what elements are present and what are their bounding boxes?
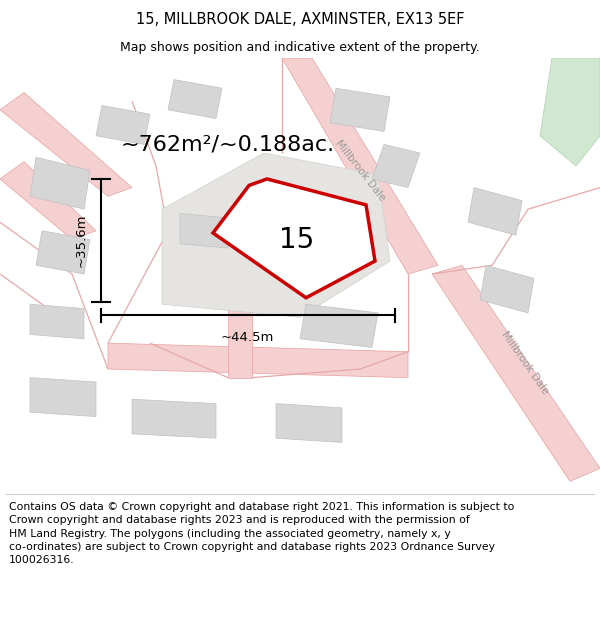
Polygon shape: [432, 266, 600, 481]
Text: ~44.5m: ~44.5m: [221, 331, 274, 344]
Text: Contains OS data © Crown copyright and database right 2021. This information is : Contains OS data © Crown copyright and d…: [9, 502, 514, 565]
Text: Millbrook Dale: Millbrook Dale: [500, 329, 550, 396]
Polygon shape: [480, 266, 534, 313]
Polygon shape: [330, 88, 390, 131]
Polygon shape: [228, 309, 252, 378]
Polygon shape: [300, 304, 378, 348]
Polygon shape: [108, 343, 408, 377]
Polygon shape: [30, 378, 96, 416]
Polygon shape: [30, 304, 84, 339]
Polygon shape: [132, 399, 216, 438]
Polygon shape: [168, 79, 222, 119]
Polygon shape: [162, 153, 390, 318]
Polygon shape: [276, 404, 342, 442]
Text: 15: 15: [280, 226, 314, 254]
Polygon shape: [213, 179, 375, 298]
Polygon shape: [180, 214, 228, 248]
Text: ~762m²/~0.188ac.: ~762m²/~0.188ac.: [121, 134, 335, 154]
Polygon shape: [468, 188, 522, 235]
Polygon shape: [372, 144, 420, 188]
Polygon shape: [96, 106, 150, 144]
Text: ~35.6m: ~35.6m: [74, 214, 88, 268]
Text: Millbrook Dale: Millbrook Dale: [333, 138, 387, 202]
Polygon shape: [282, 58, 438, 274]
Polygon shape: [30, 158, 90, 209]
Polygon shape: [540, 58, 600, 166]
Polygon shape: [0, 92, 132, 196]
Text: Map shows position and indicative extent of the property.: Map shows position and indicative extent…: [120, 41, 480, 54]
Polygon shape: [0, 162, 96, 239]
Polygon shape: [36, 231, 90, 274]
Text: 15, MILLBROOK DALE, AXMINSTER, EX13 5EF: 15, MILLBROOK DALE, AXMINSTER, EX13 5EF: [136, 12, 464, 27]
